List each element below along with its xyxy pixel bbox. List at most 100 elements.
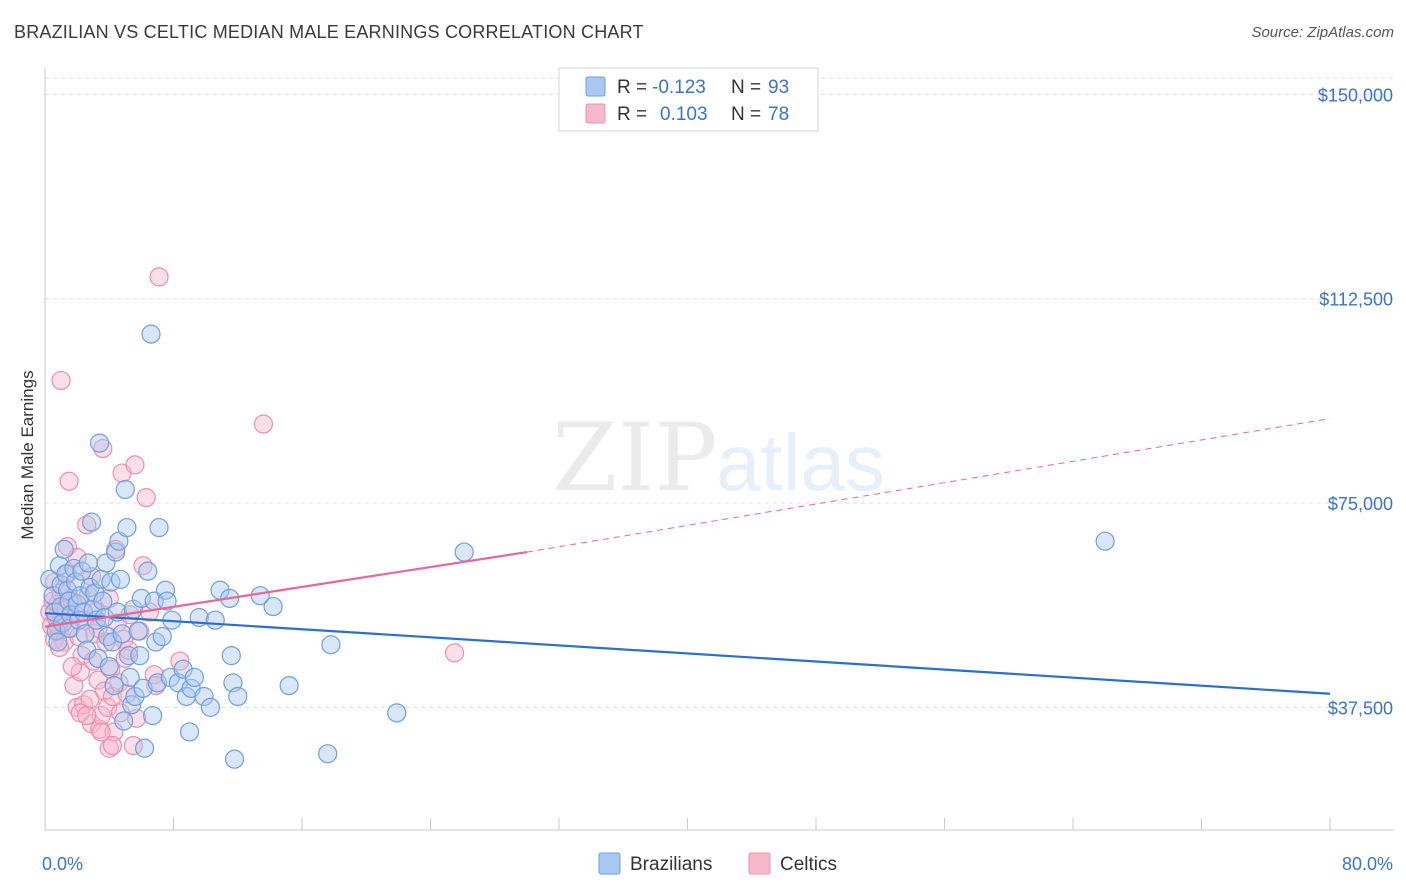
brazilians-point (112, 624, 132, 644)
brazilians-point (70, 586, 90, 606)
brazilians-point (106, 542, 126, 562)
brazilians-point (224, 749, 245, 769)
x-tick-labels: 0.0% 80.0% (42, 854, 1393, 874)
y-tick-label: $150,000 (1318, 85, 1393, 105)
y-tick-labels: $37,500 $75,000 $112,500 $150,000 (1318, 85, 1393, 718)
y-tick-label: $75,000 (1328, 494, 1393, 514)
brazilians-point (78, 553, 98, 573)
brazilians-point (120, 667, 140, 688)
y-axis-label: Median Male Earnings (18, 370, 37, 539)
brazilians-point (279, 675, 299, 696)
celtics-trend-line (44, 550, 528, 628)
watermark-zip: ZIP (552, 404, 718, 513)
celtics-point (102, 735, 123, 756)
brazilians-point (104, 675, 124, 696)
brazilians-point (454, 542, 474, 562)
stats-n-label-celtics: N = (731, 104, 761, 125)
brazilians-point (318, 744, 338, 764)
stats-n-value-celtics: 78 (768, 104, 789, 125)
watermark-atlas: atlas (716, 418, 885, 507)
brazilians-point (221, 646, 241, 666)
celtics-point (77, 705, 97, 726)
stats-legend: R = -0.123 N = 93 R = 0.103 N = 78 (558, 67, 819, 132)
x-tick-label-max: 80.0% (1342, 854, 1393, 874)
brazilians-point (133, 678, 153, 698)
brazilians-trend-line (44, 612, 1331, 695)
trend-lines (44, 418, 1331, 695)
brazilians-point (147, 673, 168, 693)
celtics-point (444, 643, 465, 663)
brazilians-point (1095, 531, 1115, 551)
brazilians-points (40, 324, 1115, 769)
source-credit: Source: ZipAtlas.com (1251, 24, 1394, 41)
celtics-point (136, 487, 156, 508)
celtics-point (123, 735, 143, 756)
legend-celtics-label: Celtics (780, 854, 837, 875)
brazilians-point (200, 697, 221, 717)
celtics-point (80, 689, 100, 709)
legend-brazilians-label: Brazilians (630, 854, 712, 875)
brazilians-point (102, 632, 123, 652)
brazilians-point (115, 479, 135, 500)
celtics-point (59, 471, 79, 491)
legend-brazilians-swatch (598, 852, 621, 875)
celtics-point (62, 656, 82, 677)
x-tick-label-min: 0.0% (42, 854, 83, 874)
brazilians-point (157, 591, 177, 611)
celtics-trend-extension (526, 418, 1331, 553)
brazilians-point (149, 517, 169, 538)
stats-r-label-brazilians: R = (617, 77, 647, 98)
brazilians-point (81, 512, 102, 532)
brazilians-point (179, 722, 200, 742)
brazilians-point (321, 635, 341, 655)
stats-n-label-brazilians: N = (731, 77, 761, 98)
brazilians-point (110, 569, 131, 589)
brazilians-point (184, 667, 204, 688)
brazilians-point (125, 686, 145, 707)
celtics-point (93, 438, 113, 459)
celtics-point (118, 640, 139, 660)
celtics-point (125, 455, 145, 475)
chart-title: BRAZILIAN VS CELTIC MEDIAN MALE EARNINGS… (14, 22, 644, 42)
brazilians-point (99, 656, 119, 677)
stats-n-value-brazilians: 93 (768, 77, 789, 98)
series-legend: Brazilians Celtics (598, 852, 837, 875)
brazilians-point (263, 596, 283, 617)
brazilians-point (138, 561, 158, 581)
celtics-point (91, 722, 111, 742)
gridlines (45, 77, 1394, 708)
celtics-swatch (585, 103, 606, 124)
brazilians-point (114, 711, 134, 731)
brazilians-point (152, 626, 172, 647)
celtics-point (98, 697, 118, 717)
stats-r-value-brazilians: -0.123 (652, 77, 706, 98)
brazilians-point (54, 539, 74, 559)
watermark: ZIP atlas (552, 404, 885, 513)
brazilians-point (128, 621, 148, 641)
brazilians-point (134, 738, 155, 758)
celtics-point (253, 414, 274, 434)
stats-r-value-celtics: 0.103 (660, 104, 708, 125)
brazilians-point (93, 591, 113, 611)
brazilians-point (143, 705, 163, 726)
brazilians-point (117, 517, 137, 538)
celtics-point (51, 370, 71, 391)
y-tick-label: $37,500 (1328, 698, 1393, 718)
brazilians-point (118, 646, 139, 666)
y-tick-label: $112,500 (1319, 290, 1393, 310)
brazilians-point (130, 646, 150, 666)
brazilians-point (48, 632, 68, 652)
stats-r-label-celtics: R = (617, 104, 647, 125)
celtics-point (149, 267, 169, 287)
celtics-points (40, 267, 465, 758)
celtics-point (57, 537, 78, 557)
brazilians-point (141, 324, 161, 344)
legend-celtics-swatch (748, 852, 771, 875)
brazilians-point (96, 553, 116, 573)
brazilians-point (90, 433, 110, 453)
axes (44, 68, 1394, 831)
brazilians-swatch (585, 76, 606, 97)
brazilians-point (75, 624, 95, 644)
brazilians-point (205, 610, 225, 630)
